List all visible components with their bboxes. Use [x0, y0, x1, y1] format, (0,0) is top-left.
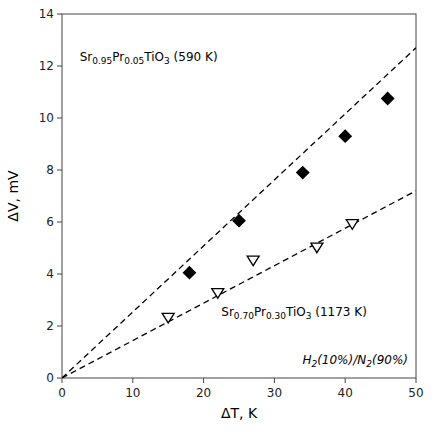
x-tick-label: 50: [408, 386, 423, 400]
annotation: H2(10%)/N2(90%): [302, 353, 408, 369]
y-tick-label: 2: [46, 319, 54, 333]
y-tick-label: 8: [46, 163, 54, 177]
x-tick-label: 30: [267, 386, 282, 400]
point: [183, 267, 195, 279]
y-tick: [57, 118, 62, 119]
y-tick-label: 12: [39, 59, 54, 73]
y-tick-label: 14: [39, 7, 54, 21]
x-axis-label: ΔT, K: [221, 405, 258, 421]
point: [382, 93, 394, 105]
x-tick-label: 0: [58, 386, 66, 400]
point: [233, 215, 245, 227]
point: [297, 167, 309, 179]
y-tick: [57, 66, 62, 67]
background: [0, 0, 432, 430]
x-tick-label: 10: [125, 386, 140, 400]
y-tick: [57, 378, 62, 379]
x-tick: [132, 378, 133, 383]
x-tick: [416, 378, 417, 383]
fit-line: [62, 191, 416, 378]
point: [346, 220, 358, 230]
x-tick-label: 40: [338, 386, 353, 400]
markers: [162, 93, 393, 323]
x-tick: [274, 378, 275, 383]
plot-area: [62, 48, 416, 378]
y-tick-label: 10: [39, 111, 54, 125]
x-tick-label: 20: [196, 386, 211, 400]
fit-line: [62, 48, 416, 378]
y-tick: [57, 274, 62, 275]
y-tick-label: 0: [46, 371, 54, 385]
point: [311, 243, 323, 253]
lines: [62, 48, 416, 378]
y-tick-label: 4: [46, 267, 54, 281]
point: [247, 256, 259, 266]
series-label: Sr0.95Pr0.05TiO3 (590 K): [80, 50, 218, 66]
y-tick: [57, 222, 62, 223]
point: [339, 130, 351, 142]
axes: 0 10 20 30 40 50 0 2 4 6 8 10 12 14: [39, 7, 424, 400]
x-tick: [203, 378, 204, 383]
series-label: Sr0.70Pr0.30TiO3 (1173 K): [221, 305, 367, 321]
y-tick: [57, 326, 62, 327]
point: [212, 289, 224, 299]
plot-frame: [62, 14, 416, 378]
point: [162, 313, 174, 323]
x-tick: [62, 378, 63, 383]
x-tick: [345, 378, 346, 383]
chart: 0 10 20 30 40 50 0 2 4 6 8 10 12 14 ΔT, K ΔV, mV Sr0.95P…: [0, 0, 432, 430]
y-tick: [57, 14, 62, 15]
y-tick: [57, 170, 62, 171]
y-tick-label: 6: [46, 215, 54, 229]
y-axis-label: ΔV, mV: [5, 170, 21, 222]
